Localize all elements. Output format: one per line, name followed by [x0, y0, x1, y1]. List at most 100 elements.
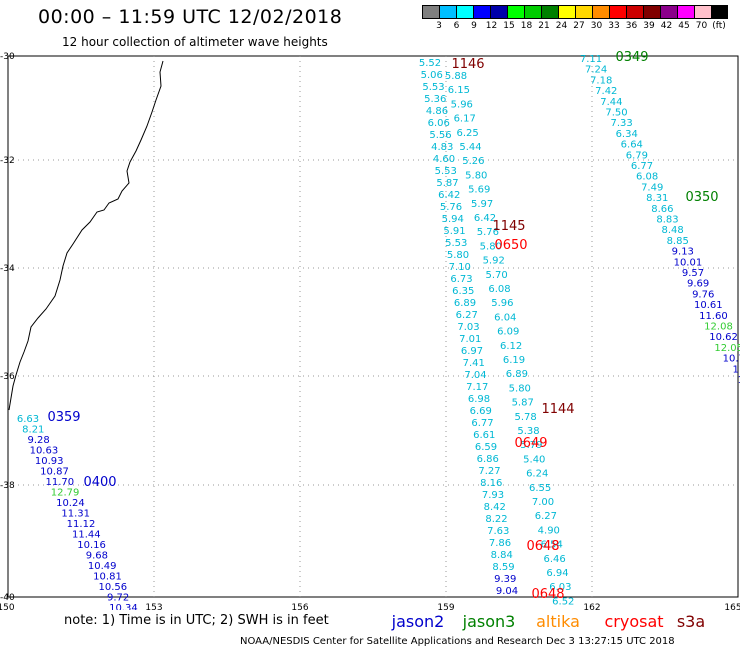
track-a2-value: 6.55 — [529, 483, 551, 494]
track-a2-value: 6.19 — [503, 355, 525, 366]
scale-label: 9 — [471, 21, 477, 31]
track-a-value: 8.42 — [484, 502, 506, 513]
track-c-value: 10.63 — [30, 446, 59, 457]
lon-tick-label: 156 — [291, 603, 308, 610]
track-a-value: 6.27 — [456, 310, 478, 321]
track-a2-value: 6.17 — [454, 114, 476, 125]
track-a-value: 9.39 — [494, 574, 516, 585]
scale-swatch — [643, 5, 660, 19]
track-b-value: 11.60 — [699, 311, 728, 322]
track-a2-value: 6.08 — [488, 284, 510, 295]
scale-swatch — [456, 5, 473, 19]
track-c-value: 10.49 — [88, 561, 117, 572]
track-c-value: 10.34 — [109, 603, 138, 610]
track-a-value: 7.86 — [489, 538, 511, 549]
track-a-value: 8.59 — [492, 562, 514, 573]
track-b-value: 6.79 — [626, 150, 648, 161]
track-c-value: 10.24 — [56, 498, 85, 509]
scale-label: 70 — [695, 21, 708, 31]
track-b-value: 6.64 — [621, 140, 643, 151]
track-a2-value: 6.12 — [500, 341, 522, 352]
track-a2-value: 5.96 — [451, 99, 473, 110]
track-a2-value: 5.78 — [514, 412, 536, 423]
track-a-value: 6.98 — [468, 394, 490, 405]
pass-time-label: 1144 — [541, 402, 574, 417]
track-a-value: 7.41 — [463, 358, 485, 369]
track-a2-value: 6.09 — [497, 327, 519, 338]
track-c-value: 10.56 — [98, 582, 127, 593]
track-a2-value: 6.46 — [543, 554, 565, 565]
track-a2-value: 6.94 — [546, 568, 568, 579]
track-a-value: 6.86 — [477, 454, 499, 465]
track-b-value: 10.61 — [694, 300, 723, 311]
track-b-value: 6.77 — [631, 161, 653, 172]
pass-time-label: 1145 — [492, 219, 525, 234]
track-b-value: 7.49 — [641, 182, 663, 193]
track-a-value: 6.89 — [454, 298, 476, 309]
scale-label: 18 — [520, 21, 533, 31]
track-a-value: 6.69 — [470, 406, 492, 417]
track-c-value: 10.16 — [77, 540, 106, 551]
track-b-value: 10.01 — [674, 257, 703, 268]
pass-time-label: 0648 — [531, 587, 564, 602]
scale-swatch — [541, 5, 558, 19]
scale-swatch — [524, 5, 541, 19]
chart-title: 00:00 – 11:59 UTC 12/02/2018 — [38, 6, 343, 28]
track-a-value: 5.53 — [422, 82, 444, 93]
platform-legend-jason2: jason2 — [391, 612, 445, 631]
track-a-value: 6.77 — [471, 418, 493, 429]
track-b-value: 7.33 — [610, 118, 632, 129]
lat-tick-label: -30 — [0, 52, 15, 62]
track-c-value: 11.12 — [67, 519, 96, 530]
track-a-value: 8.84 — [491, 550, 513, 561]
track-b-value: 8.83 — [656, 215, 678, 226]
track-a-value: 7.93 — [482, 490, 504, 501]
track-a-value: 8.22 — [485, 514, 507, 525]
scale-swatch — [711, 5, 728, 19]
track-a-value: 9.04 — [496, 586, 518, 597]
pass-time-label: 0359 — [47, 410, 80, 425]
track-b-value: 10 — [738, 375, 740, 386]
track-a2-value: 6.25 — [456, 128, 478, 139]
platform-legend-cryosat: cryosat — [604, 612, 663, 631]
track-b-value: 6.34 — [616, 129, 638, 140]
track-a2-value: 5.92 — [483, 256, 505, 267]
track-a-value: 5.56 — [429, 130, 451, 141]
track-a-value: 7.10 — [449, 262, 471, 273]
platform-legend-s3a: s3a — [677, 612, 705, 631]
track-b-value: 12.08 — [704, 322, 733, 333]
track-a-value: 5.36 — [424, 94, 446, 105]
track-b-value: 9.57 — [682, 268, 704, 279]
track-b-value: 9.13 — [672, 247, 694, 258]
track-a-value: 6.97 — [461, 346, 483, 357]
track-a-value: 5.76 — [440, 202, 462, 213]
track-a-value: 4.86 — [426, 106, 448, 117]
track-a2-value: 5.80 — [480, 241, 502, 252]
track-a2-value: 5.38 — [517, 426, 539, 437]
track-a-value: 5.53 — [445, 238, 467, 249]
track-c-value: 11.31 — [61, 509, 90, 520]
scale-swatch — [609, 5, 626, 19]
pass-time-label: 0349 — [615, 50, 648, 65]
track-b-value: 10.7 — [723, 354, 740, 365]
scale-label: 6 — [453, 21, 460, 31]
track-a-value: 7.03 — [457, 322, 479, 333]
track-c-value: 6.63 — [17, 414, 39, 425]
track-c-value: 9.72 — [107, 593, 129, 604]
scale-label: 39 — [643, 21, 655, 31]
lat-tick-label: -38 — [0, 481, 15, 491]
track-a-value: 5.94 — [442, 214, 464, 225]
track-a-value: 5.91 — [443, 226, 465, 237]
track-b-value: 8.48 — [661, 225, 683, 236]
scale-swatch — [592, 5, 609, 19]
scale-swatch — [490, 5, 507, 19]
scale-swatch — [660, 5, 677, 19]
scale-label: 30 — [590, 21, 603, 31]
map-frame — [7, 55, 739, 598]
coastline — [8, 60, 164, 411]
pass-time-label: 0648 — [526, 539, 559, 554]
platform-legend-altika: altika — [536, 612, 580, 631]
track-a2-value: 6.04 — [494, 312, 516, 323]
track-b-value: 7.50 — [605, 108, 627, 119]
color-scale-labels: 3 6 9 12 15 18 21 24 27 30 33 36 39 42 45 70 (ft) — [422, 21, 740, 33]
